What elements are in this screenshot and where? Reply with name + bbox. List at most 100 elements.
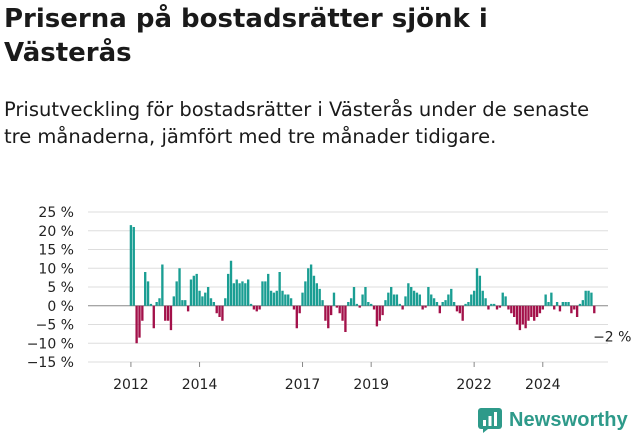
bar <box>481 290 484 306</box>
bar <box>224 298 227 306</box>
bar <box>464 303 467 306</box>
bar <box>349 298 353 306</box>
bar <box>398 303 401 306</box>
bar <box>570 305 573 314</box>
bar <box>558 305 562 312</box>
bar <box>252 305 256 310</box>
bar <box>378 305 381 321</box>
bar <box>507 305 510 310</box>
bar <box>255 305 258 312</box>
bar <box>470 294 473 306</box>
bar <box>172 296 175 306</box>
bar <box>289 298 293 306</box>
bar <box>584 290 587 306</box>
bar <box>501 292 504 306</box>
bar <box>155 302 158 306</box>
bar <box>444 300 447 306</box>
y-tick-label: 5 % <box>47 280 74 296</box>
bar <box>198 290 201 306</box>
bar <box>518 305 522 331</box>
bar <box>564 302 567 306</box>
bar <box>212 302 216 306</box>
bar <box>318 288 321 306</box>
bar <box>304 281 307 306</box>
bar <box>161 264 164 306</box>
bar <box>441 302 444 306</box>
bar <box>244 283 247 306</box>
bar <box>578 303 582 306</box>
bar <box>166 305 170 321</box>
x-tick-label: 2017 <box>285 377 321 393</box>
bar <box>238 283 241 306</box>
bar <box>370 303 373 306</box>
bar <box>324 305 327 321</box>
bar <box>192 275 196 306</box>
bar <box>475 268 479 306</box>
bar <box>478 275 482 306</box>
bar <box>141 305 144 321</box>
bar <box>418 294 421 306</box>
grid-lines <box>88 211 608 367</box>
bar <box>372 305 376 310</box>
bar <box>287 294 290 306</box>
y-tick-label: −10 % <box>27 336 74 352</box>
bar <box>375 305 379 327</box>
bar <box>149 303 153 306</box>
y-tick-label: 25 % <box>38 205 74 221</box>
y-tick-label: 10 % <box>38 261 74 277</box>
x-tick-label: 2019 <box>353 377 389 393</box>
bar <box>392 294 396 306</box>
bar <box>535 305 539 317</box>
newsworthy-logo-text: Newsworthy <box>509 408 628 431</box>
bar <box>352 287 356 306</box>
bar <box>129 225 133 306</box>
bar <box>390 287 393 306</box>
bar <box>521 305 524 325</box>
bar <box>341 305 344 321</box>
bar <box>430 294 433 306</box>
bar <box>510 305 513 314</box>
bar <box>395 294 399 306</box>
bar <box>467 302 470 306</box>
bar <box>281 290 284 306</box>
bar <box>401 305 404 310</box>
bar <box>135 305 138 344</box>
y-tick-label: −5 % <box>36 318 74 334</box>
bar <box>455 305 459 312</box>
bar <box>590 292 593 306</box>
bar <box>138 305 141 338</box>
bar <box>573 305 576 310</box>
bar <box>321 300 324 306</box>
bar <box>447 294 450 306</box>
y-tick-label: 20 % <box>38 224 74 240</box>
bar-series <box>129 225 596 344</box>
y-tick-label: 15 % <box>38 243 74 259</box>
bar <box>527 305 530 321</box>
bar <box>424 305 427 308</box>
bar <box>492 303 496 306</box>
bar <box>513 305 516 317</box>
bar <box>152 305 155 329</box>
newsworthy-logo-icon <box>478 408 502 433</box>
bar <box>421 305 424 310</box>
bar <box>209 298 213 306</box>
bar <box>247 279 250 306</box>
bar <box>218 305 221 317</box>
x-tick-label: 2012 <box>113 377 149 393</box>
bar <box>367 302 370 306</box>
bar <box>169 305 173 331</box>
bar <box>295 305 298 329</box>
x-tick-label: 2014 <box>182 377 218 393</box>
bar <box>312 275 316 306</box>
bar <box>364 287 367 306</box>
bar <box>498 305 502 308</box>
bar <box>269 290 273 306</box>
bar <box>381 305 384 316</box>
x-tick-label: 2022 <box>456 377 492 393</box>
bar <box>490 303 493 306</box>
bar <box>309 264 313 306</box>
bar <box>344 305 347 332</box>
bar <box>361 294 364 306</box>
bar <box>435 302 439 306</box>
